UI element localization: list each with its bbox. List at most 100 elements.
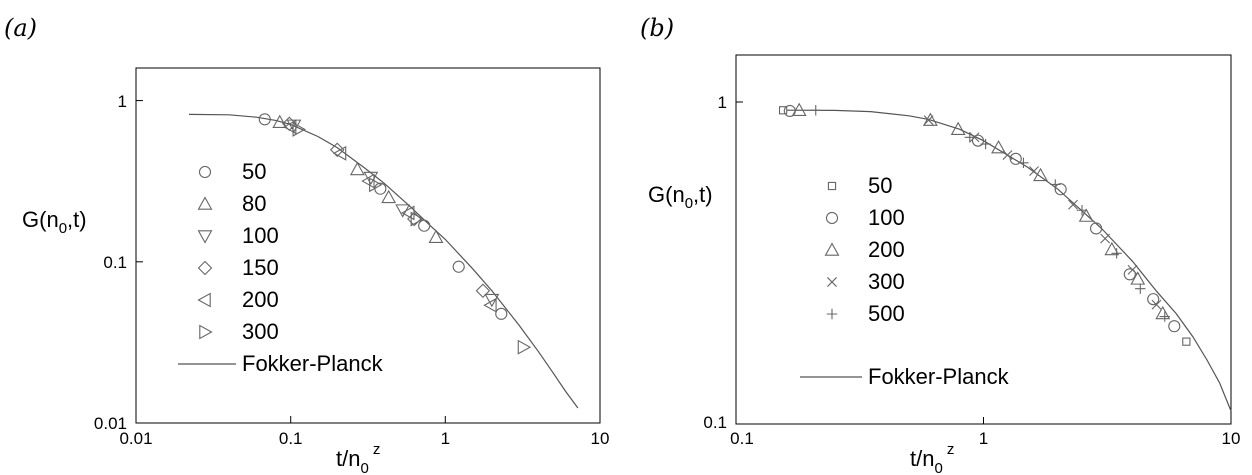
panel-b-xlabel-base: t/n	[910, 446, 934, 471]
panel-a-legend-label-3: 100	[242, 223, 279, 248]
panel-b-ticks	[735, 101, 1232, 425]
panel-a-xlabel-sup: z	[373, 441, 381, 458]
panel-a-point-series-80-4	[428, 229, 444, 243]
panel-b-legend-label-5: 500	[868, 301, 905, 326]
panel-a-point-series-80-2	[349, 161, 365, 176]
panel-a: (a) 0.01 0.1 1 10 0.01 0.1 1 t/n0z G(n0,…	[4, 14, 609, 475]
panel-a-point-series-200-2	[332, 145, 347, 161]
panel-b-xlabel-sup: z	[947, 441, 955, 458]
panel-b-point-series-50-1	[778, 106, 788, 115]
panel-b-point-series-100-3	[1009, 152, 1022, 165]
panel-a-point-series-150-2	[329, 142, 345, 158]
panel-b-point-series-200-3	[950, 121, 966, 135]
panel-a-ylabel-tail: ,t)	[67, 207, 87, 232]
panel-a-ylabel-sub: 0	[59, 220, 67, 237]
panel-a-ylabel-text: G(n	[22, 207, 59, 232]
panel-b-legend-label-4: 300	[868, 269, 905, 294]
panel-b-point-series-300-6	[1100, 233, 1111, 244]
panel-b-legend-marker-500	[826, 308, 838, 320]
panel-b-point-series-200-8	[1130, 271, 1146, 285]
panel-a-point-series-300-3	[410, 211, 425, 227]
panel-a-legend-label-2: 80	[242, 191, 266, 216]
panel-a-letter: (a)	[4, 14, 37, 42]
panel-b-point-series-500-5	[1050, 179, 1061, 190]
panel-b-fokker-planck-curve	[786, 109, 1232, 412]
panel-b-ylabel-tail: ,t)	[693, 182, 713, 207]
panel-a-xtick-label-3: 1	[441, 429, 450, 448]
panel-a-point-series-300-2	[369, 177, 383, 193]
panel-a-xtick-label-4: 10	[591, 429, 610, 448]
panel-b-legend-marker-50	[827, 181, 837, 191]
panel-b-ylabel-text: G(n	[648, 182, 685, 207]
panel-a-point-series-50-3	[418, 219, 431, 232]
panel-b-point-series-200-2	[922, 112, 938, 126]
panel-b-ylabel-sub: 0	[685, 195, 693, 212]
panel-b-point-series-100-8	[1168, 320, 1181, 333]
panel-a-legend-label-5: 200	[242, 287, 279, 312]
panel-a-legend-marker-150	[197, 260, 213, 276]
panel-b-point-series-200-9	[1155, 305, 1171, 320]
panel-b-ytick-label-1: 0.1	[703, 413, 727, 432]
panel-b: (b) 0.1 1 10 0.1 1 t/n0z G(n0,t) 50 100 …	[640, 14, 1240, 475]
panel-b-point-series-100-4	[1054, 183, 1067, 196]
panel-b-legend: 50 100 200 300 500 Fokker-Planck	[800, 173, 1010, 389]
panel-a-legend-label-4: 150	[242, 255, 279, 280]
panel-a-fokker-planck-curve	[188, 113, 579, 409]
panel-b-xtick-label-2: 1	[979, 429, 988, 448]
panel-b-point-series-500-4	[1018, 157, 1029, 168]
panel-b-point-series-100-7	[1147, 293, 1160, 306]
panel-b-point-series-50-2	[1182, 337, 1191, 346]
panel-a-legend-marker-100	[197, 230, 213, 244]
panel-b-xtick-label-3: 10	[1222, 429, 1241, 448]
panel-b-point-series-200-5	[1033, 167, 1048, 182]
panel-a-legend-label-6: 300	[242, 319, 279, 344]
panel-b-point-series-200-4	[991, 140, 1006, 154]
panel-b-xlabel-sub: 0	[934, 460, 942, 475]
panel-b-x-axis-label: t/n0z	[910, 441, 954, 475]
panel-b-point-series-300-8	[1151, 299, 1162, 310]
panel-a-legend-label-1: 50	[242, 159, 266, 184]
panel-b-point-series-500-7	[1111, 248, 1122, 259]
panel-a-point-series-100-2	[363, 171, 379, 186]
panel-a-ticks	[135, 100, 601, 424]
panel-a-legend-icons	[197, 165, 213, 340]
panel-a-xtick-label-1: 0.01	[119, 429, 152, 448]
panel-a-markers	[258, 113, 532, 355]
panel-a-frame	[135, 67, 601, 424]
panel-b-point-series-100-5	[1089, 222, 1103, 235]
panel-b-point-series-100-1	[783, 104, 796, 118]
panel-b-point-series-300-5	[1068, 199, 1078, 210]
panel-a-point-series-150-4	[475, 283, 491, 299]
panel-a-x-axis-label: t/n0z	[336, 441, 380, 475]
panel-a-ytick-label-1: 0.01	[94, 414, 127, 433]
panel-a-y-axis-label: G(n0,t)	[22, 207, 87, 237]
panel-b-point-series-500-2	[964, 132, 975, 143]
panel-a-point-series-200-5	[483, 297, 497, 313]
panel-b-point-series-500-1	[810, 105, 821, 116]
panel-b-point-series-300-3	[1002, 150, 1013, 160]
panel-a-xtick-label-2: 0.1	[279, 429, 303, 448]
panel-b-point-series-500-8	[1135, 283, 1146, 294]
panel-a-ytick-label-3: 1	[118, 92, 127, 111]
panel-a-xlabel-base: t/n	[336, 446, 360, 471]
panel-a-point-series-200-1	[283, 119, 297, 135]
panel-b-legend-icons	[824, 181, 840, 320]
panel-a-point-series-50-5	[495, 307, 508, 320]
panel-a-legend-marker-200	[197, 292, 211, 308]
panel-b-legend-label-1: 50	[868, 173, 892, 198]
panel-a-legend-marker-80	[197, 196, 213, 210]
panel-a-legend-label-curve: Fokker-Planck	[242, 351, 384, 376]
panel-b-legend-marker-100	[825, 211, 839, 225]
panel-a-point-series-200-4	[401, 205, 415, 221]
panel-b-legend-marker-300	[827, 277, 837, 287]
panel-b-legend-label-2: 100	[868, 205, 905, 230]
panel-b-xtick-label-1: 0.1	[730, 429, 754, 448]
panel-a-point-series-80-1	[272, 114, 288, 129]
panel-b-point-series-300-7	[1127, 264, 1138, 275]
panel-a-point-series-50-4	[452, 260, 465, 273]
panel-a-legend: 50 80 100 150 200 300 Fokker-Planck	[178, 159, 384, 376]
panel-a-point-series-100-1	[286, 119, 302, 133]
panel-a-point-series-300-4	[517, 339, 532, 355]
panel-b-point-series-200-6	[1078, 208, 1094, 222]
